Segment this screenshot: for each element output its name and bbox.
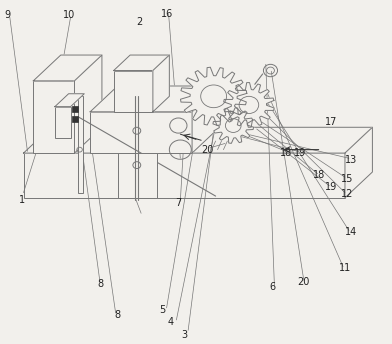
Text: 13: 13 [345, 155, 357, 165]
Text: 6: 6 [269, 282, 276, 292]
Text: 1: 1 [18, 194, 25, 205]
Text: 12: 12 [341, 189, 353, 200]
Text: 20: 20 [201, 144, 214, 155]
Bar [114, 71, 153, 112]
Polygon shape [114, 55, 169, 71]
Polygon shape [74, 55, 102, 153]
Polygon shape [345, 127, 372, 198]
Polygon shape [224, 83, 274, 127]
Text: 18: 18 [280, 148, 292, 158]
Bar [72, 116, 78, 122]
Text: 14: 14 [345, 227, 357, 237]
Bar [24, 153, 345, 198]
Polygon shape [33, 55, 102, 81]
Text: 15: 15 [341, 174, 353, 184]
Text: 5: 5 [160, 304, 166, 315]
Text: 19: 19 [294, 148, 306, 158]
Bar [72, 106, 78, 112]
Text: 16: 16 [160, 9, 173, 19]
Polygon shape [192, 86, 220, 153]
Text: 8: 8 [97, 279, 103, 289]
Bar [55, 107, 71, 138]
Bar [33, 81, 74, 153]
Bar [78, 96, 83, 193]
Text: 19: 19 [325, 182, 338, 193]
Text: 2: 2 [136, 17, 142, 28]
Polygon shape [213, 108, 254, 143]
Polygon shape [55, 94, 84, 107]
Text: 17: 17 [325, 117, 338, 127]
Text: 20: 20 [298, 277, 310, 287]
Text: 4: 4 [167, 316, 174, 327]
Text: 9: 9 [5, 10, 11, 21]
Text: 3: 3 [181, 330, 187, 341]
Polygon shape [90, 86, 220, 112]
Polygon shape [24, 127, 372, 153]
Text: 18: 18 [313, 170, 326, 181]
Text: 11: 11 [339, 263, 351, 273]
Polygon shape [153, 55, 169, 112]
Text: 10: 10 [62, 10, 75, 21]
Polygon shape [180, 67, 247, 126]
Bar [118, 153, 157, 198]
Text: 8: 8 [114, 310, 121, 320]
Bar [90, 112, 192, 153]
Text: 7: 7 [175, 198, 181, 208]
